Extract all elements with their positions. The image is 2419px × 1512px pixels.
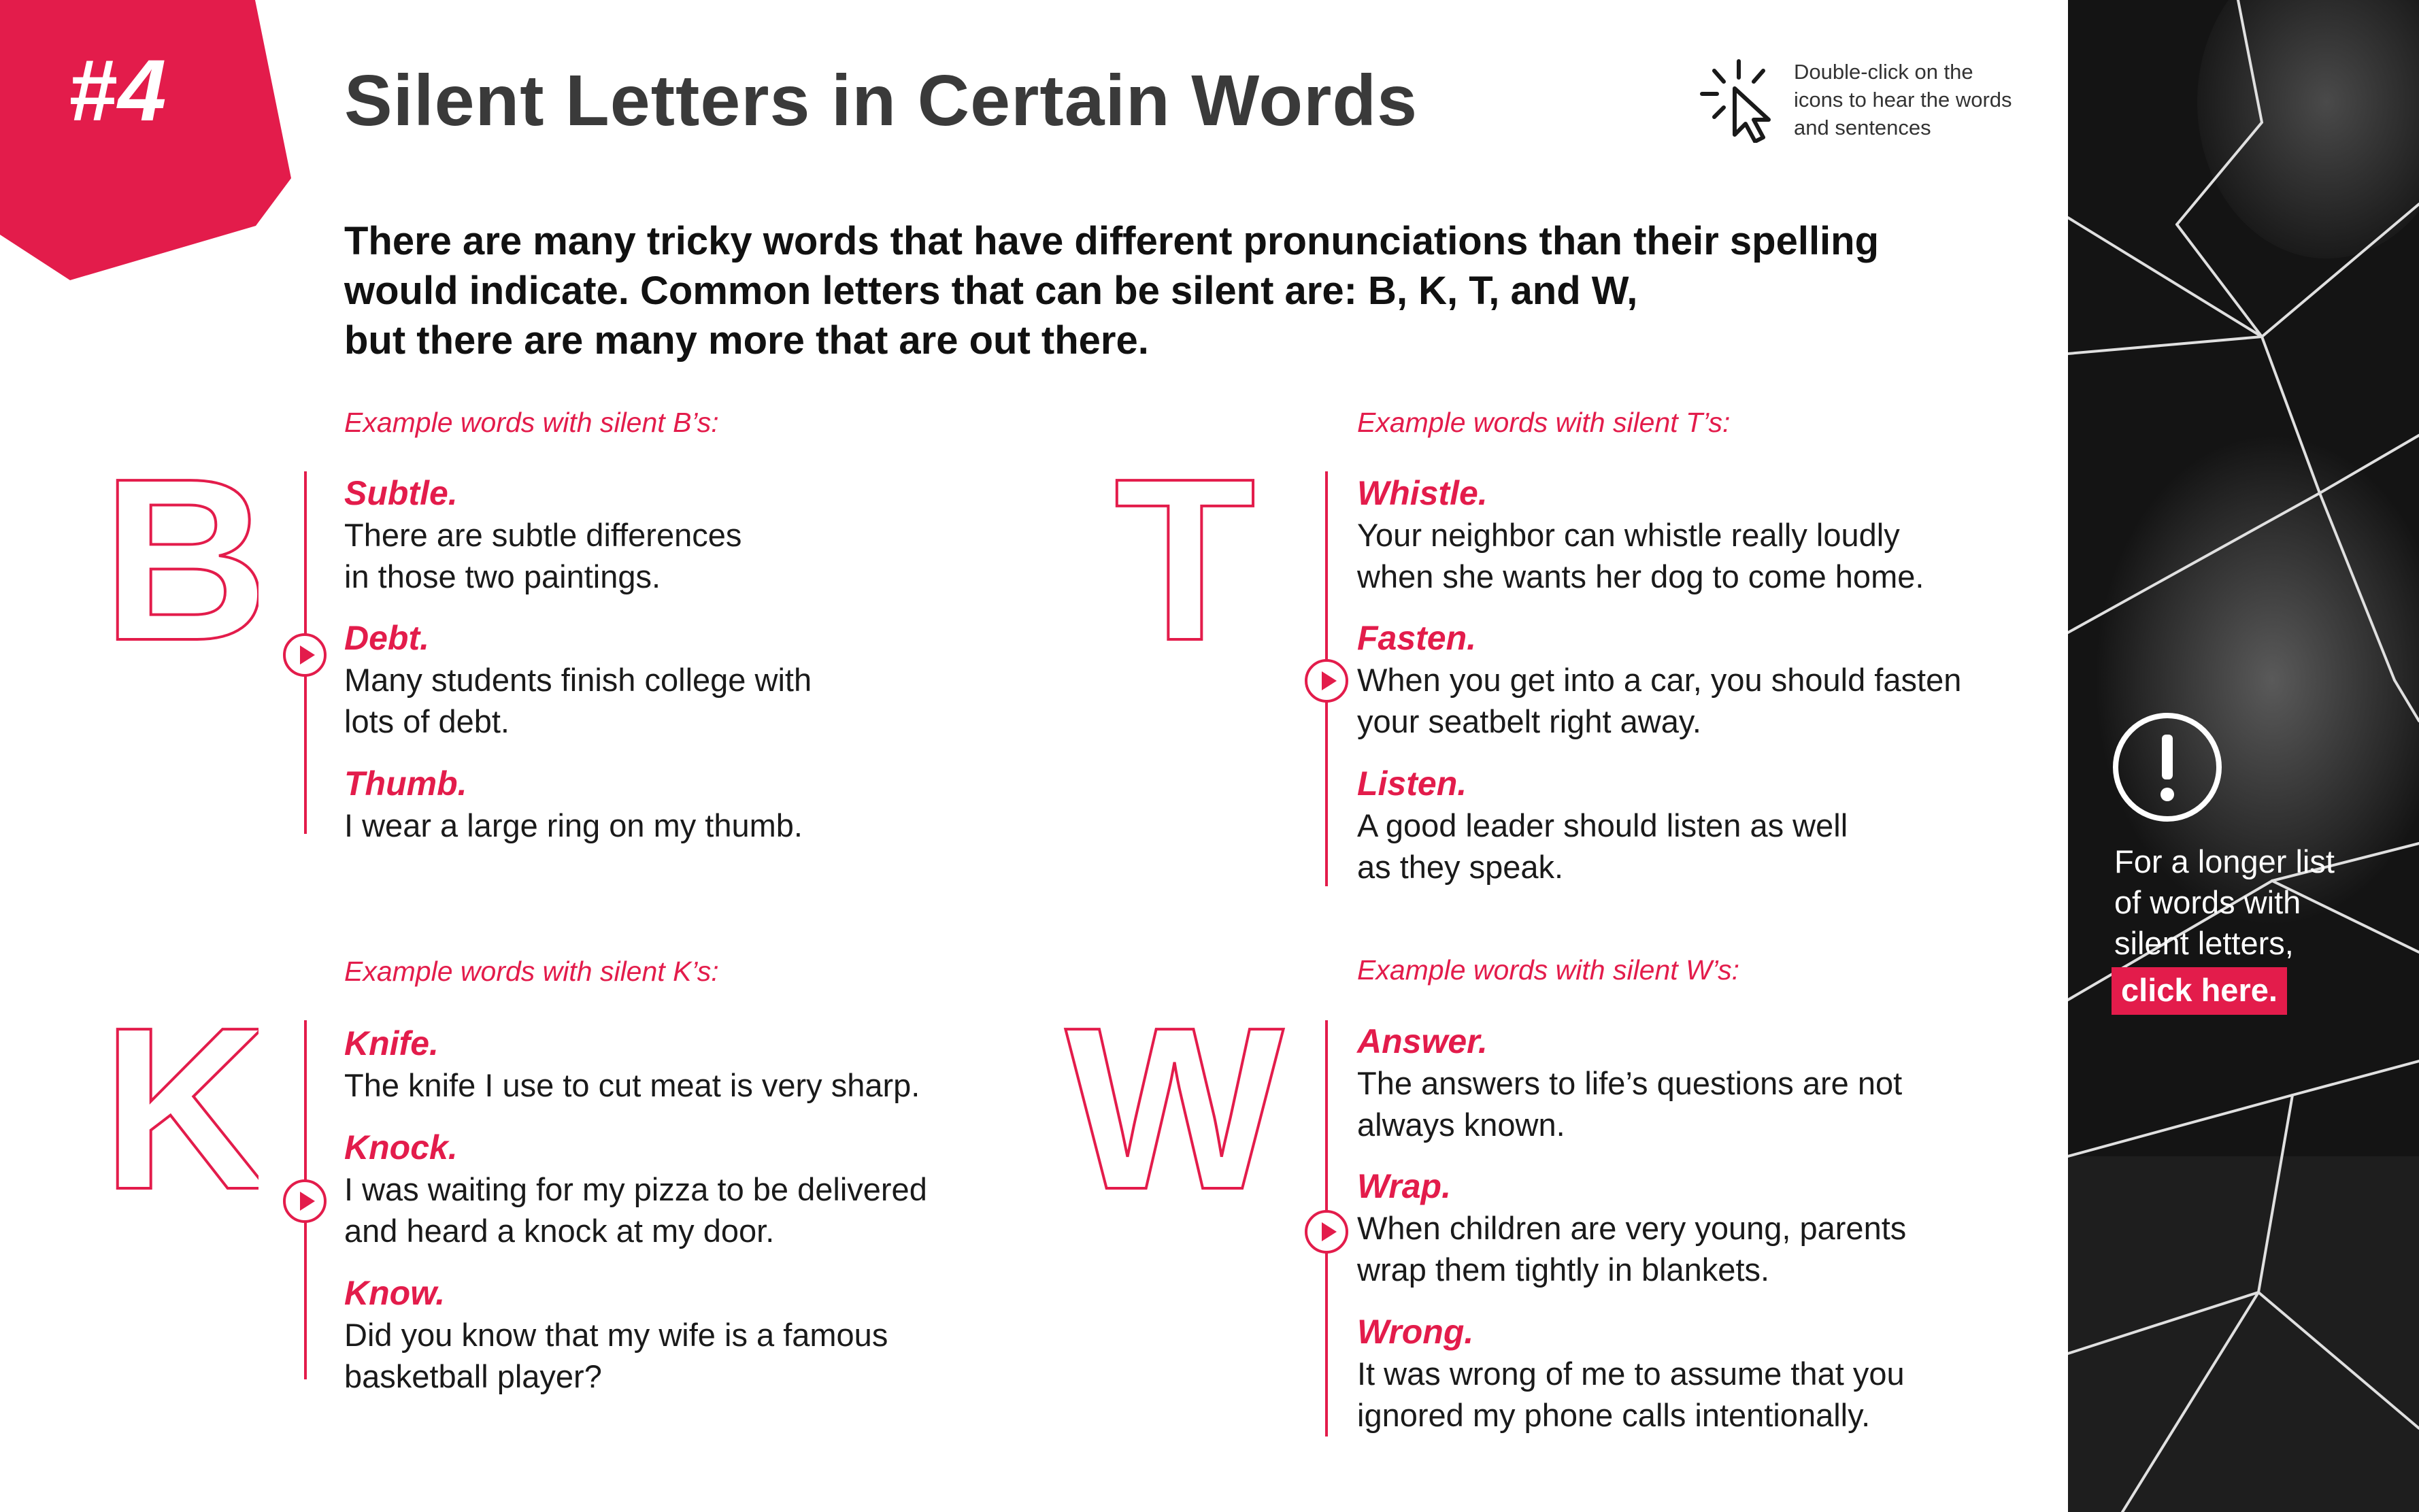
section-number-badge: #4 (0, 0, 293, 282)
intro-line: but there are many more that are out the… (344, 318, 1149, 363)
example-sentence: Did you know that my wife is a famous (344, 1317, 888, 1353)
word-entry: Knock. I was waiting for my pizza to be … (344, 1126, 1024, 1251)
svg-text:T: T (1114, 463, 1256, 646)
word-entry: Answer. The answers to life’s questions … (1357, 1020, 2037, 1145)
svg-text:K: K (102, 1011, 258, 1195)
example-sentence: There are subtle differences (344, 517, 742, 553)
example-word: Whistle. (1357, 474, 1488, 512)
play-audio-icon[interactable] (282, 633, 327, 677)
example-sentence: your seatbelt right away. (1357, 703, 1701, 739)
word-entry: Know. Did you know that my wife is a fam… (344, 1272, 1024, 1397)
side-text-line: silent letters, (2114, 925, 2294, 961)
hint-line: Double-click on the (1794, 60, 1973, 84)
example-word: Subtle. (344, 474, 458, 512)
alert-icon (2113, 713, 2222, 822)
example-sentence: Many students finish college with (344, 662, 812, 698)
side-text-line: For a longer list (2114, 843, 2335, 879)
example-sentence: I wear a large ring on my thumb. (344, 807, 803, 843)
section-label-b: Example words with silent B’s: (344, 407, 719, 438)
example-sentence: always known. (1357, 1107, 1565, 1143)
intro-line: would indicate. Common letters that can … (344, 269, 1638, 313)
example-word: Debt. (344, 619, 429, 657)
example-sentence: When you get into a car, you should fast… (1357, 662, 1962, 698)
word-entry: Thumb. I wear a large ring on my thumb. (344, 762, 1024, 846)
example-word: Wrap. (1357, 1167, 1451, 1205)
example-sentence: I was waiting for my pizza to be deliver… (344, 1171, 927, 1207)
example-sentence: When children are very young, parents (1357, 1210, 1907, 1246)
svg-text:W: W (1065, 1011, 1286, 1195)
section-label-k: Example words with silent K’s: (344, 956, 719, 987)
example-sentence: The answers to life’s questions are not (1357, 1065, 1903, 1101)
background-photo (2068, 0, 2419, 1512)
badge-shape (0, 0, 291, 280)
example-word: Knock. (344, 1128, 458, 1166)
word-entry: Knife. The knife I use to cut meat is ve… (344, 1022, 1024, 1106)
example-word: Know. (344, 1274, 446, 1312)
example-word: Wrong. (1357, 1313, 1474, 1351)
click-here-link[interactable]: click here. (2112, 967, 2287, 1015)
example-sentence: Your neighbor can whistle really loudly (1357, 517, 1900, 553)
hint-text: Double-click on the icons to hear the wo… (1794, 58, 2066, 141)
example-sentence: as they speak. (1357, 849, 1564, 885)
example-sentence: The knife I use to cut meat is very shar… (344, 1067, 920, 1103)
example-word: Thumb. (344, 765, 467, 803)
word-entry: Debt. Many students finish college with … (344, 617, 1024, 742)
example-sentence: ignored my phone calls intentionally. (1357, 1397, 1871, 1433)
example-sentence: basketball player? (344, 1358, 602, 1394)
play-audio-icon[interactable] (1304, 1209, 1349, 1254)
svg-text:B: B (102, 463, 258, 646)
longer-list-text: For a longer list of words with silent l… (2114, 841, 2414, 964)
section-label-w: Example words with silent W’s: (1357, 954, 1740, 986)
word-entry: Wrong. It was wrong of me to assume that… (1357, 1311, 2037, 1436)
hint-line: and sentences (1794, 116, 1931, 139)
play-audio-icon[interactable] (282, 1179, 327, 1224)
example-word: Answer. (1357, 1022, 1488, 1060)
word-entry: Fasten. When you get into a car, you sho… (1357, 617, 2037, 742)
example-sentence: It was wrong of me to assume that you (1357, 1356, 1905, 1392)
click-cursor-icon (1700, 59, 1771, 143)
side-text-line: of words with (2114, 884, 2301, 920)
word-entry: Listen. A good leader should listen as w… (1357, 762, 2037, 888)
page-title: Silent Letters in Certain Words (344, 61, 1418, 141)
intro-paragraph: There are many tricky words that have di… (344, 216, 2045, 365)
example-sentence: when she wants her dog to come home. (1357, 558, 1924, 594)
big-letter-w: W (1064, 1011, 1287, 1195)
hint-line: icons to hear the words (1794, 88, 2012, 112)
word-entry: Whistle. Your neighbor can whistle reall… (1357, 472, 2037, 597)
double-click-hint: Double-click on the icons to hear the wo… (1687, 54, 2068, 143)
big-letter-b: B (101, 463, 258, 646)
word-entry: Wrap. When children are very young, pare… (1357, 1165, 2037, 1290)
badge-number: #4 (68, 42, 168, 139)
intro-line: There are many tricky words that have di… (344, 219, 1880, 263)
example-sentence: wrap them tightly in blankets. (1357, 1251, 1770, 1288)
word-entry: Subtle. There are subtle differences in … (344, 472, 1024, 597)
section-label-t: Example words with silent T’s: (1357, 407, 1731, 438)
example-word: Listen. (1357, 765, 1467, 803)
example-sentence: A good leader should listen as well (1357, 807, 1848, 843)
side-panel: For a longer list of words with silent l… (2068, 0, 2419, 1512)
example-sentence: and heard a knock at my door. (344, 1213, 775, 1249)
example-word: Knife. (344, 1024, 439, 1062)
example-sentence: in those two paintings. (344, 558, 661, 594)
big-letter-k: K (101, 1011, 258, 1195)
example-word: Fasten. (1357, 619, 1477, 657)
play-audio-icon[interactable] (1304, 658, 1349, 703)
big-letter-t: T (1113, 463, 1257, 646)
example-sentence: lots of debt. (344, 703, 510, 739)
